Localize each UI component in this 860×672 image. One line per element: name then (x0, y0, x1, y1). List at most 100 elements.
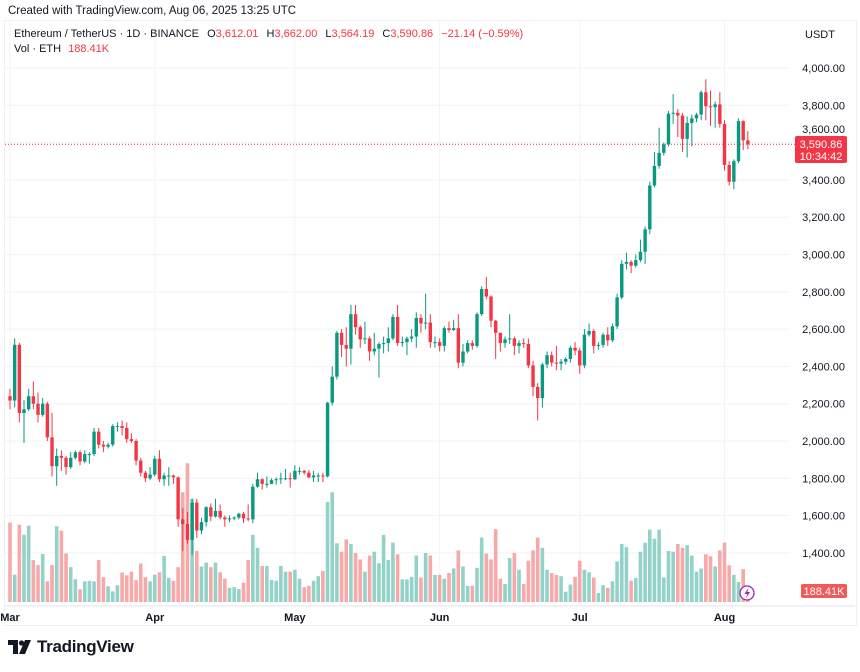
price-tick-label: 2,000.00 (802, 436, 845, 448)
candle (143, 470, 148, 483)
candle (391, 314, 395, 341)
candle-body (456, 328, 461, 363)
volume-bar (358, 559, 363, 602)
candle-body (363, 338, 367, 340)
created-with-caption: Created with TradingView.com, Aug 06, 20… (8, 5, 297, 17)
candle (657, 127, 661, 169)
volume-bar (372, 551, 377, 602)
price-tick-label: 1,600.00 (802, 511, 845, 523)
volume-bar (363, 571, 367, 602)
candle (648, 181, 652, 234)
candle-body (596, 344, 601, 346)
volume-bar (540, 547, 545, 602)
volume-bar (447, 572, 451, 602)
volume-bar (232, 587, 236, 602)
volume-bar (110, 591, 115, 602)
candle (596, 342, 601, 350)
volume-bar (325, 502, 330, 602)
volume-bar (50, 565, 54, 602)
candle (372, 332, 376, 356)
candle-body (718, 104, 722, 124)
candle (713, 101, 717, 128)
candle (564, 357, 568, 365)
volume-bar (732, 574, 736, 602)
candle (171, 474, 176, 484)
candle-body (564, 358, 568, 362)
price-tick-label: 3,800.00 (802, 100, 845, 112)
last-price-box (795, 136, 847, 163)
candle-body (512, 338, 517, 346)
candle (64, 455, 68, 475)
candle-body (582, 334, 587, 366)
candle (512, 336, 517, 356)
candle (615, 293, 619, 330)
candle (251, 483, 255, 524)
volume-bar (45, 581, 50, 602)
lightning-icon[interactable] (739, 585, 755, 601)
candle (223, 515, 227, 527)
volume-bar (736, 582, 741, 602)
candle-body (578, 350, 582, 366)
tradingview-logo[interactable]: TradingView (8, 637, 134, 657)
candle (573, 342, 577, 356)
candle-body (624, 261, 629, 264)
candle (209, 503, 213, 522)
volume-bar (101, 577, 106, 602)
candle-body (489, 296, 493, 321)
candle (148, 467, 152, 481)
currency-label[interactable]: USDT (805, 29, 835, 41)
candle-body (736, 121, 741, 162)
volume-bar (367, 555, 372, 602)
candle-body (302, 470, 306, 473)
candle (610, 323, 615, 343)
volume-bar (414, 555, 419, 602)
candle (283, 468, 288, 481)
candle-body (451, 328, 456, 331)
candle (92, 427, 96, 456)
candle (643, 226, 647, 264)
candle-body (475, 314, 479, 346)
volume-bar (699, 568, 703, 602)
candle (456, 314, 461, 369)
candle (195, 498, 199, 538)
volume-bar (554, 574, 559, 602)
volume-bar (507, 558, 512, 602)
volume-bar (461, 566, 465, 602)
price-tick-label: 2,800.00 (802, 287, 845, 299)
candle-body (405, 338, 409, 343)
volume-bar (615, 561, 619, 602)
volume-bar (456, 550, 461, 602)
candle-body (129, 439, 134, 441)
candle-body (522, 343, 526, 345)
volume-bar (227, 587, 232, 602)
volume-bar (591, 577, 596, 602)
candle-body (409, 336, 414, 339)
volume-bar (503, 583, 507, 602)
time-axis: Mar Apr May Jun Jul Aug (0, 605, 855, 624)
candle (17, 343, 22, 423)
volume-bar (391, 542, 395, 602)
candle-body (293, 470, 297, 480)
candle-body (335, 332, 339, 377)
candle (671, 94, 675, 124)
candle (311, 470, 316, 483)
candle-body (507, 338, 512, 340)
volume-bar (619, 543, 624, 602)
volume-label[interactable]: Vol · ETH (14, 43, 62, 55)
volume-badge-text: 188.41K (804, 586, 846, 598)
candle-body (36, 403, 40, 415)
volume-bar (92, 581, 96, 602)
candle (554, 345, 559, 371)
volume-bar (12, 574, 17, 602)
volume-bar (96, 560, 101, 602)
candle (395, 304, 400, 346)
last-price-badge: 3,590.86 10:34:42 (795, 136, 847, 163)
candle-body (694, 114, 699, 119)
candle-body (176, 477, 180, 520)
candle (26, 388, 31, 412)
candle-body (297, 470, 302, 472)
candle-body (680, 115, 685, 139)
candle-body (106, 444, 110, 447)
symbol-title[interactable]: Ethereum / TetherUS · 1D · BINANCE (14, 28, 200, 40)
